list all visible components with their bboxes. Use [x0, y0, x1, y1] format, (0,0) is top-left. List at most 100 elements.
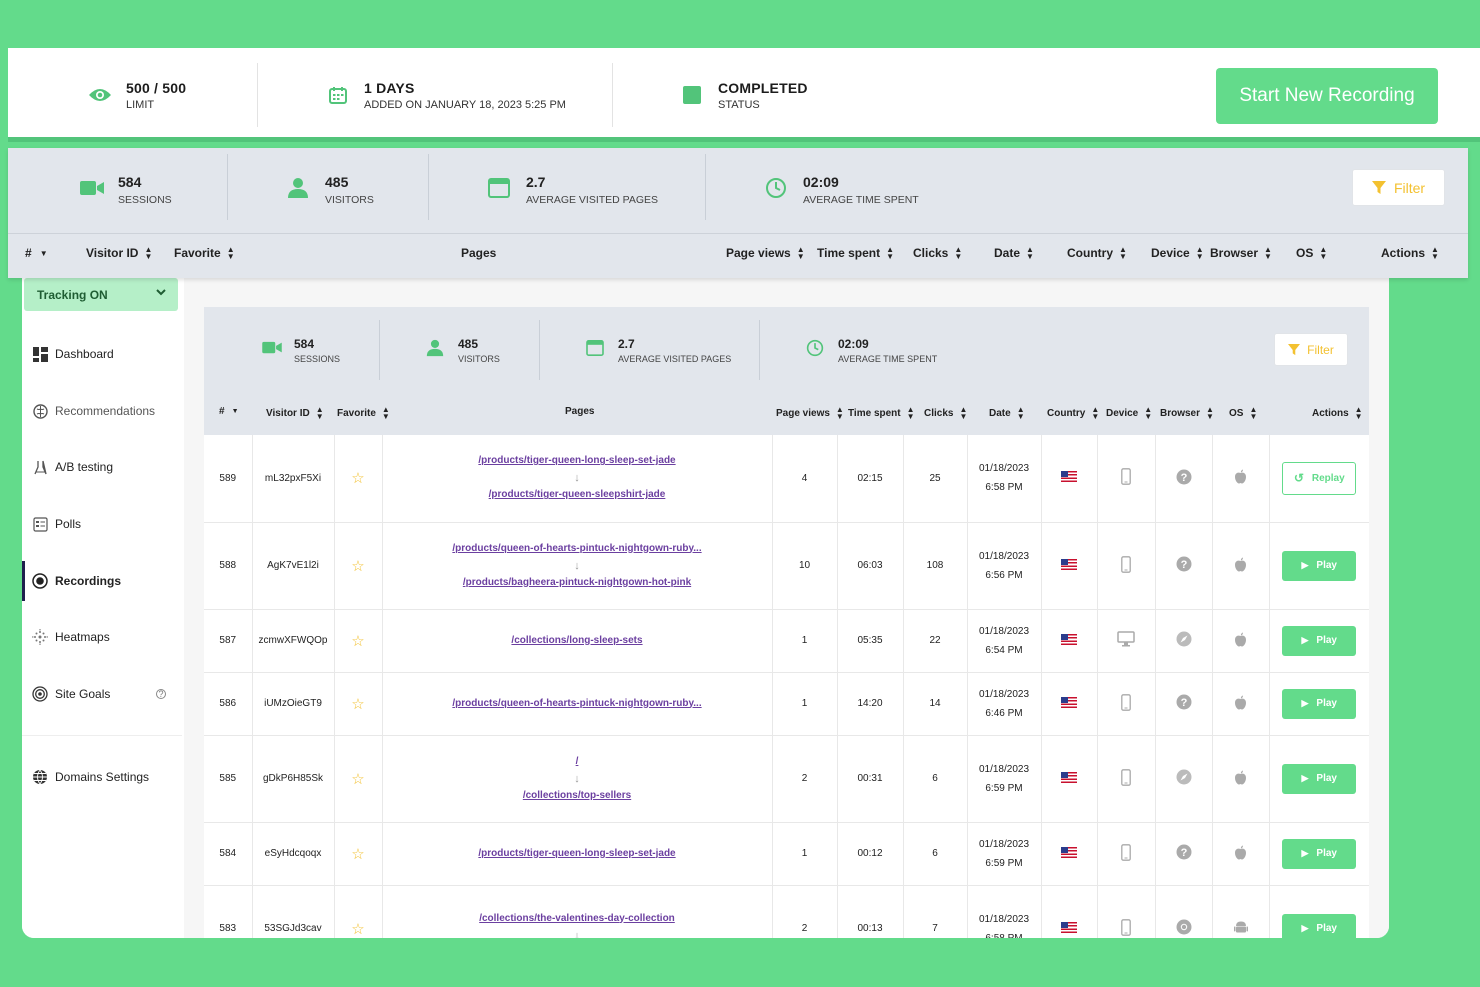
time-spent-value: 00:13	[857, 923, 883, 934]
table-row[interactable]: 589 mL32pxF5Xi ☆ /products/tiger-queen-long…	[204, 435, 1369, 523]
cell-favorite: ☆	[334, 522, 383, 610]
nav-polls[interactable]: Polls	[22, 504, 182, 544]
star-icon[interactable]: ☆	[351, 557, 365, 575]
nav-heatmaps[interactable]: Heatmaps	[22, 617, 182, 657]
star-icon[interactable]: ☆	[351, 920, 365, 938]
nav-site-goals-label: Site Goals	[55, 687, 111, 701]
filter-button[interactable]: Filter	[1352, 169, 1445, 206]
nav-heatmaps-label: Heatmaps	[55, 630, 110, 644]
star-icon[interactable]: ☆	[351, 632, 365, 650]
col-time-spent[interactable]: Time spent ▲ ▼	[848, 406, 915, 421]
page-link[interactable]: /collections/the-valentines-day-collecti…	[479, 912, 675, 924]
page-link[interactable]: /products/tiger-queen-long-sleep-set-jad…	[478, 455, 676, 467]
svg-text:?: ?	[1180, 697, 1187, 709]
star-icon[interactable]: ☆	[351, 470, 365, 488]
nav-domains-settings[interactable]: Domains Settings	[22, 757, 182, 797]
col-os[interactable]: OS ▲ ▼	[1296, 246, 1327, 261]
nav-recommendations[interactable]: Recommendations	[22, 391, 182, 431]
col-favorite[interactable]: Favorite ▲ ▼	[174, 246, 235, 261]
col-device-label: Device	[1151, 246, 1190, 260]
col-country[interactable]: Country ▲ ▼	[1047, 406, 1099, 421]
replay-button[interactable]: ↺ Replay	[1282, 461, 1357, 495]
play-button[interactable]: ▶ Play	[1282, 763, 1357, 794]
visitors-label: VISITORS	[325, 194, 374, 206]
col-clicks-label: Clicks	[924, 407, 954, 419]
divider	[227, 154, 228, 220]
start-new-recording-button[interactable]: Start New Recording	[1216, 68, 1438, 124]
pages-stat: 2.7 AVERAGE VISITED PAGES	[586, 332, 731, 368]
safari-icon	[1176, 631, 1192, 650]
time-value: 02:09	[838, 336, 869, 351]
col-time-spent[interactable]: Time spent ▲ ▼	[817, 246, 894, 261]
star-icon[interactable]: ☆	[351, 770, 365, 788]
play-icon: ▶	[1301, 923, 1309, 933]
star-icon[interactable]: ☆	[351, 845, 365, 863]
arrow-down-icon: ↓	[574, 559, 580, 572]
col-device[interactable]: Device ▲ ▼	[1106, 406, 1152, 421]
play-button-label: Play	[1316, 923, 1337, 934]
col-page-views[interactable]: Page views ▲ ▼	[776, 406, 844, 421]
page-link[interactable]: /products/bagheera-pintuck-nightgown-hot…	[462, 576, 692, 588]
star-icon[interactable]: ☆	[351, 695, 365, 713]
col-visitor-id[interactable]: Visitor ID ▲ ▼	[266, 406, 324, 421]
col-browser[interactable]: Browser ▲ ▼	[1210, 246, 1272, 261]
cell-visitor-id: iUMzOieGT9	[252, 672, 335, 736]
play-button[interactable]: ▶ Play	[1282, 550, 1357, 581]
filter-button[interactable]: Filter	[1274, 333, 1348, 366]
cell-actions: ▶ Play	[1269, 609, 1369, 673]
page-link[interactable]: /products/tiger-queen-long-sleep-set-jad…	[478, 847, 676, 859]
page-link[interactable]: /collections/top-sellers	[522, 789, 632, 801]
col-pages[interactable]: Pages	[565, 406, 594, 417]
col-clicks[interactable]: Clicks ▲ ▼	[924, 406, 967, 421]
nav-ab-testing[interactable]: A/B testing	[22, 447, 182, 487]
page-link[interactable]: /	[575, 755, 579, 767]
col-date[interactable]: Date ▲ ▼	[994, 246, 1034, 261]
page-link[interactable]: /products/queen-of-hearts-pintuck-nightg…	[452, 542, 702, 554]
sort-icon: ▲ ▼	[1119, 245, 1127, 261]
cell-pages: /products/queen-of-hearts-pintuck-nightg…	[382, 672, 773, 736]
pages-value: 2.7	[526, 174, 546, 190]
col-os[interactable]: OS ▲ ▼	[1229, 406, 1257, 421]
nav-site-goals[interactable]: Site Goals ?	[22, 674, 182, 714]
time-spent-value: 14:20	[857, 698, 883, 709]
col-actions[interactable]: Actions ▲ ▼	[1312, 406, 1363, 421]
sidebar: Tracking ON Dashboard Recommendations A/…	[22, 265, 182, 938]
col-page-views[interactable]: Page views ▲ ▼	[726, 246, 805, 261]
question-circle-icon: ?	[1176, 844, 1192, 863]
cell-visitor-id: eSyHdcqoqx	[252, 822, 335, 886]
col-date[interactable]: Date ▲ ▼	[989, 406, 1025, 421]
limit-value: 500 / 500	[126, 79, 187, 96]
help-icon[interactable]: ?	[156, 689, 166, 699]
page-link[interactable]: /products/queen-of-hearts-pintuck-nightg…	[452, 697, 702, 709]
page-link[interactable]: /collections/long-sleep-sets	[511, 634, 643, 646]
col-pages[interactable]: Pages	[461, 246, 496, 260]
clicks-value: 108	[926, 560, 944, 571]
page-link[interactable]: /products/tiger-queen-sleepshirt-jade	[488, 489, 666, 501]
table-row[interactable]: 583 53SGJd3cav ☆ /collections/the-valentine…	[204, 885, 1369, 938]
play-button[interactable]: ▶ Play	[1282, 688, 1357, 719]
col-country[interactable]: Country ▲ ▼	[1067, 245, 1127, 261]
col-actions[interactable]: Actions ▲ ▼	[1381, 246, 1439, 261]
play-button[interactable]: ▶ Play	[1282, 838, 1357, 869]
col-number[interactable]: # ▼	[25, 246, 48, 260]
table-row[interactable]: 587 zcmwXFWQOp ☆ /collections/long-sleep-se…	[204, 609, 1369, 673]
dashboard-icon	[32, 346, 48, 362]
col-visitor-id[interactable]: Visitor ID ▲ ▼	[86, 246, 152, 261]
col-browser[interactable]: Browser ▲ ▼	[1160, 406, 1214, 421]
col-number[interactable]: # ▼	[219, 406, 239, 417]
play-button[interactable]: ▶ Play	[1282, 625, 1357, 656]
nav-dashboard[interactable]: Dashboard	[22, 334, 182, 374]
col-favorite[interactable]: Favorite ▲ ▼	[337, 406, 390, 421]
col-clicks[interactable]: Clicks ▲ ▼	[913, 246, 962, 261]
nav-recordings[interactable]: Recordings	[22, 561, 182, 601]
tracking-dropdown[interactable]: Tracking ON	[24, 278, 178, 311]
table-row[interactable]: 588 AgK7vE1l2i ☆ /products/queen-of-hearts-…	[204, 522, 1369, 610]
table-row[interactable]: 584 eSyHdcqoqx ☆ /products/tiger-queen-long…	[204, 822, 1369, 886]
table-row[interactable]: 586 iUMzOieGT9 ☆ /products/queen-of-hearts-…	[204, 672, 1369, 736]
col-device[interactable]: Device ▲ ▼	[1151, 246, 1204, 261]
cell-actions: ▶ Play	[1269, 672, 1369, 736]
table-row[interactable]: 585 gDkP6H85Sk ☆ / ↓ /collections/top-sellers…	[204, 735, 1369, 823]
stats-bar-large: 584 SESSIONS 485 VISITORS 2.7 AVERAGE VISIT…	[8, 148, 1468, 278]
play-button[interactable]: ▶ Play	[1282, 913, 1357, 938]
date-value: 01/18/2023	[978, 913, 1030, 925]
